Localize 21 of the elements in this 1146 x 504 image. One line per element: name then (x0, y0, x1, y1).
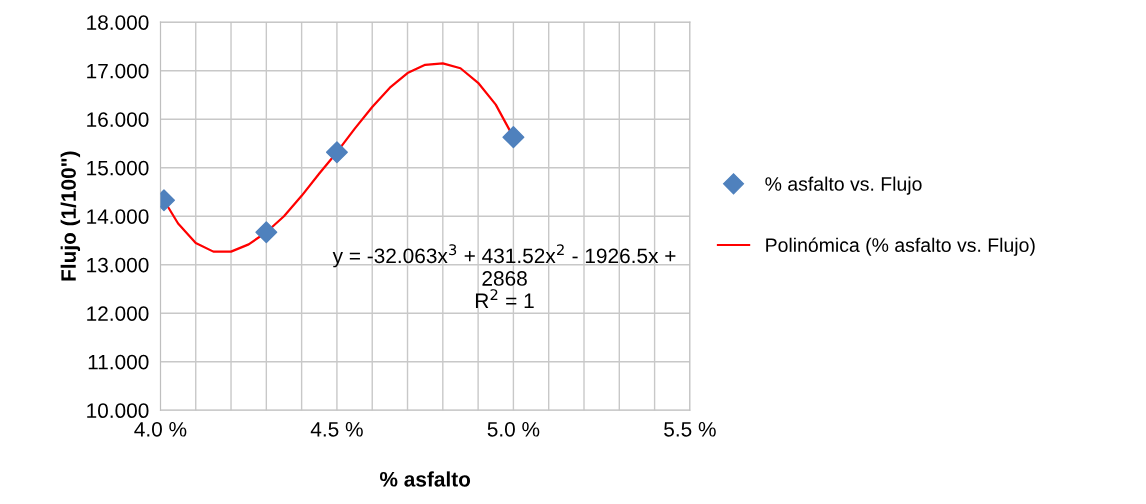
legend-label: % asfalto vs. Flujo (765, 176, 922, 195)
text: y = -32.063x$^{3}$ + 431.52x$^{2}$ - 1926.5x + 2868 R$^{2}$ = 1 (332, 244, 676, 308)
x-tick-label: 4.0 % (134, 421, 187, 437)
y-axis-title: Flujo (1/100") (60, 151, 81, 281)
point (502, 126, 525, 149)
point (325, 141, 348, 164)
x-tick-label: 5.0 % (487, 421, 540, 437)
y-tick-label: 15.000 (87, 160, 149, 176)
y-tick-label: 10.000 (87, 403, 149, 419)
point (255, 221, 278, 244)
y-tick-label: 17.000 (87, 63, 149, 79)
y-tick-label: 11.000 (88, 354, 149, 370)
x-axis-title: % asfalto (379, 471, 471, 487)
y-tick-label: 16.000 (87, 112, 149, 127)
x-tick-label: 4.5 % (310, 422, 363, 437)
legend-label: Polinómica (% asfalto vs. Flujo) (766, 237, 1035, 256)
y-tick-label: 13.000 (87, 257, 149, 273)
x-tick-label: 5.5 % (664, 422, 716, 437)
y-tick-label: 18.000 (87, 15, 149, 30)
y-tick-label: 14.000 (87, 209, 149, 224)
y-tick-label: 12.000 (87, 306, 149, 321)
